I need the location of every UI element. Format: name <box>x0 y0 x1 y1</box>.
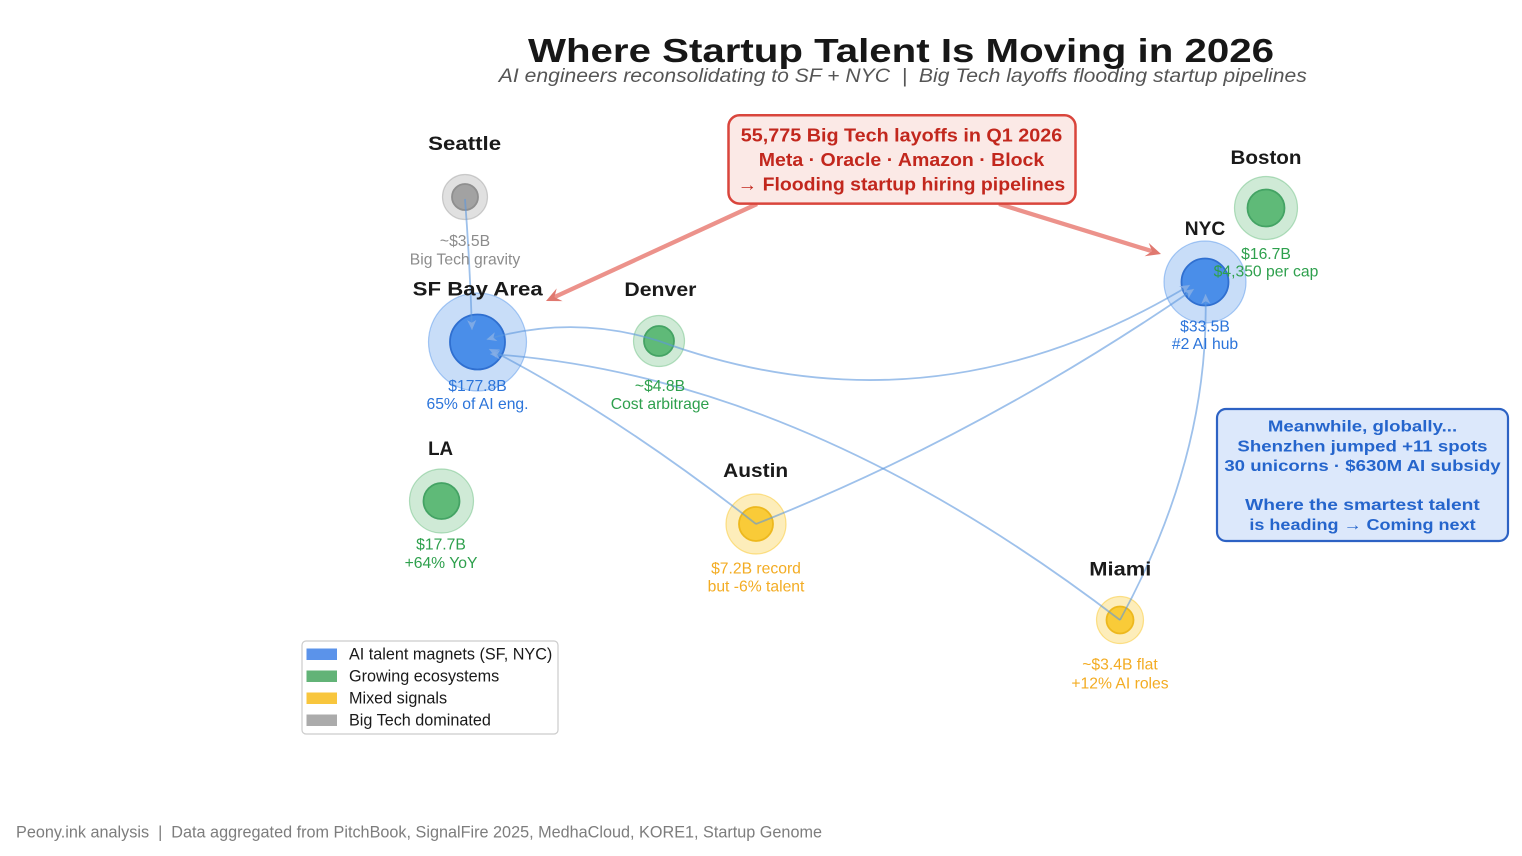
svg-text:is heading → Coming next: is heading → Coming next <box>1249 517 1476 534</box>
svg-text:Big Tech gravity: Big Tech gravity <box>410 251 521 268</box>
svg-text:65% of AI eng.: 65% of AI eng. <box>426 396 528 413</box>
svg-text:Growing ecosystems: Growing ecosystems <box>349 668 499 686</box>
svg-text:$7.2B record: $7.2B record <box>711 560 801 577</box>
svg-text:Seattle: Seattle <box>428 133 501 155</box>
svg-text:~$3.4B flat: ~$3.4B flat <box>1082 657 1158 674</box>
svg-text:~$4.8B: ~$4.8B <box>635 378 685 395</box>
svg-text:+12% AI roles: +12% AI roles <box>1071 676 1168 693</box>
svg-text:$177.8B: $177.8B <box>448 378 506 395</box>
svg-text:$16.7B: $16.7B <box>1241 246 1291 263</box>
svg-text:$17.7B: $17.7B <box>416 537 466 554</box>
svg-text:→ Flooding startup hiring pipe: → Flooding startup hiring pipelines <box>738 175 1066 195</box>
svg-text:Cost arbitrage: Cost arbitrage <box>611 396 710 413</box>
svg-text:Meta · Oracle · Amazon · Block: Meta · Oracle · Amazon · Block <box>759 150 1046 170</box>
svg-text:LA: LA <box>428 438 453 460</box>
svg-text:but -6% talent: but -6% talent <box>708 578 805 595</box>
svg-text:$4,350 per cap: $4,350 per cap <box>1214 264 1319 281</box>
svg-text:Shenzhen jumped +11 spots: Shenzhen jumped +11 spots <box>1237 438 1487 455</box>
svg-text:Peony.ink analysis | Data ag: Peony.ink analysis | Data aggregated fro… <box>16 824 822 842</box>
svg-text:Miami: Miami <box>1089 559 1151 581</box>
svg-text:Meanwhile, globally...: Meanwhile, globally... <box>1268 419 1457 436</box>
svg-text:SF Bay Area: SF Bay Area <box>413 279 544 301</box>
svg-text:AI engineers reconsolidating t: AI engineers reconsolidating to SF + NYC… <box>498 66 1308 87</box>
svg-text:#2 AI hub: #2 AI hub <box>1172 336 1239 353</box>
svg-text:30 unicorns · $630M AI subsidy: 30 unicorns · $630M AI subsidy <box>1224 458 1500 475</box>
svg-text:55,775 Big Tech layoffs in Q1: 55,775 Big Tech layoffs in Q1 2026 <box>741 126 1063 146</box>
svg-text:~$3.5B: ~$3.5B <box>440 233 490 250</box>
svg-text:AI talent magnets (SF, NYC): AI talent magnets (SF, NYC) <box>349 646 552 664</box>
svg-text:+64% YoY: +64% YoY <box>405 555 478 572</box>
svg-text:Mixed signals: Mixed signals <box>349 690 447 708</box>
svg-text:$33.5B: $33.5B <box>1180 318 1230 335</box>
svg-text:Austin: Austin <box>723 460 788 482</box>
svg-text:Where the smartest talent: Where the smartest talent <box>1245 497 1480 514</box>
svg-text:Where Startup Talent Is Moving: Where Startup Talent Is Moving in 2026 <box>528 33 1274 70</box>
svg-text:Denver: Denver <box>624 279 696 301</box>
svg-text:Boston: Boston <box>1231 147 1302 169</box>
svg-text:Big Tech dominated: Big Tech dominated <box>349 712 491 730</box>
svg-text:NYC: NYC <box>1185 218 1226 240</box>
